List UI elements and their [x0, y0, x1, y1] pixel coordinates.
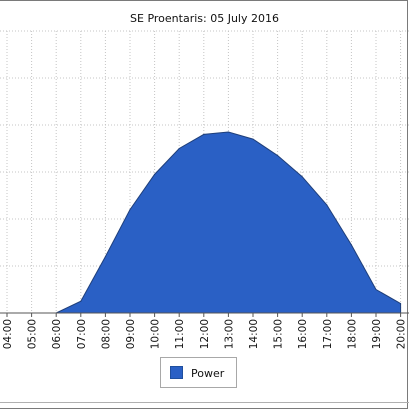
point-power — [227, 131, 229, 133]
x-tick-label: 19:00 — [371, 319, 383, 349]
x-tick-label: 08:00 — [100, 319, 112, 349]
point-power — [129, 209, 131, 211]
point-power — [301, 176, 303, 178]
point-power — [252, 138, 254, 140]
point-power — [326, 204, 328, 206]
point-power — [80, 300, 82, 302]
point-power — [400, 303, 402, 305]
legend: Power — [160, 357, 237, 388]
point-power — [178, 148, 180, 149]
point-power — [104, 256, 106, 258]
x-tick-label: 05:00 — [27, 319, 39, 349]
point-power — [277, 155, 279, 157]
x-tick-label: 16:00 — [297, 319, 309, 349]
area-layer — [6, 131, 402, 314]
point-power — [154, 173, 156, 175]
x-tick-label: 10:00 — [150, 319, 162, 349]
point-power — [203, 133, 205, 135]
area-power — [7, 131, 402, 314]
bottom-rule — [0, 402, 409, 403]
point-power — [350, 244, 352, 246]
chart-title: SE Proentaris: 05 July 2016 — [130, 12, 279, 25]
x-tick-label: 18:00 — [346, 319, 358, 349]
tick-layer: 04:00 05:00 06:00 07:00 08:00 09:00 10:00 11:00… — [0, 312, 409, 349]
x-tick-label: 17:00 — [322, 319, 334, 349]
x-tick-label: 06:00 — [51, 319, 63, 349]
legend-swatch-power — [170, 366, 183, 379]
x-tick-label: 11:00 — [174, 319, 186, 349]
x-tick-label: 12:00 — [199, 319, 211, 349]
point-power — [375, 289, 377, 290]
x-tick-label: 09:00 — [125, 319, 137, 349]
x-tick-label: 15:00 — [273, 319, 285, 349]
x-tick-label: 04:00 — [2, 319, 14, 349]
x-tick-label: 13:00 — [223, 319, 235, 349]
x-tick-label: 07:00 — [76, 319, 88, 349]
x-tick-label: 14:00 — [248, 319, 260, 349]
legend-label-power: Power — [191, 367, 225, 380]
x-tick-label: 20:00 — [396, 319, 408, 349]
